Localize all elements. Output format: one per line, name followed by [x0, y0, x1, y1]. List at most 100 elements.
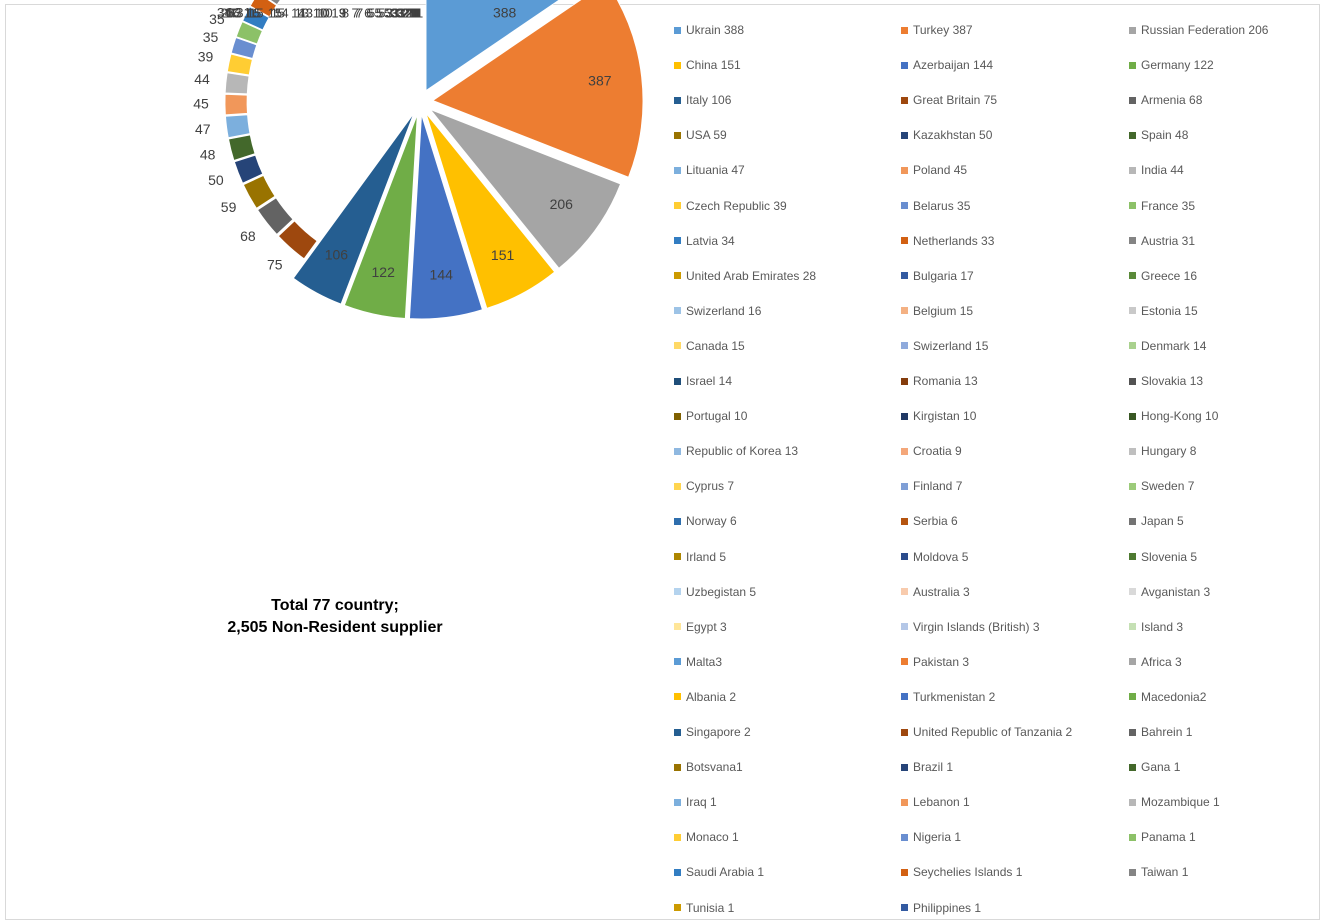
slice-value-label: 7 [354, 5, 361, 20]
legend-item: Turkmenistan 2 [901, 688, 995, 706]
slice-value-label: 28 [221, 5, 235, 20]
legend-item: China 151 [674, 56, 741, 74]
legend-swatch [674, 658, 681, 666]
legend-label: India 44 [1141, 163, 1184, 178]
slice-value-label: 33 [226, 5, 242, 21]
legend-label: Australia 3 [913, 584, 970, 599]
slice-value-label: 75 [267, 257, 283, 273]
slice-value-label: 3 [390, 5, 397, 20]
slice-value-label: 3 [391, 5, 398, 20]
legend-swatch [901, 202, 908, 209]
legend-swatch [674, 447, 681, 455]
pie-slice [242, 6, 270, 31]
slice-value-label: 387 [588, 72, 612, 88]
slice-value-label: 13 [295, 5, 309, 20]
slice-value-label: 144 [430, 266, 454, 282]
slice-value-label: 10 [318, 5, 332, 20]
slice-value-label: 10 [313, 5, 327, 20]
legend-label: Ukrain 388 [686, 23, 745, 37]
legend-swatch [1129, 728, 1136, 736]
legend-item: Sweden 7 [1129, 477, 1194, 495]
slice-value-label: 1 [411, 5, 418, 20]
legend-label: Bahrein 1 [1141, 725, 1193, 739]
pie-chart: 3883872061511441221067568595048474544393… [193, 0, 644, 320]
legend-item: Mozambique 1 [1129, 793, 1220, 811]
legend-label: Gana 1 [1141, 760, 1181, 775]
legend-label: Denmark 14 [1141, 338, 1207, 353]
legend-item: Singapore 2 [674, 723, 751, 741]
pie-slice [225, 114, 251, 139]
legend-label: Kirgistan 10 [913, 409, 977, 424]
legend-item: Panama 1 [1129, 828, 1196, 846]
legend-swatch [674, 26, 681, 34]
legend-label: Monaco 1 [686, 830, 739, 845]
slice-value-label: 5 [384, 5, 391, 20]
legend-item: Irland 5 [674, 548, 726, 566]
legend-item: Seychelies Islands 1 [901, 863, 1022, 881]
legend-swatch [901, 763, 908, 771]
legend-item: Avganistan 3 [1129, 583, 1210, 601]
legend-label: Philippines 1 [913, 900, 982, 915]
legend-item: United Republic of Tanzania 2 [901, 723, 1072, 741]
legend-swatch [674, 623, 681, 631]
legend-item: Czech Republic 39 [674, 197, 787, 215]
legend-item: Tunisia 1 [674, 899, 734, 917]
legend-label: Turkey 387 [913, 23, 973, 37]
legend-item: Lebanon 1 [901, 793, 970, 811]
legend-item: Cyprus 7 [674, 477, 734, 495]
legend-label: Italy 106 [686, 93, 732, 108]
legend-item: Saudi Arabia 1 [674, 863, 764, 881]
slice-value-label: 31 [236, 5, 252, 21]
legend-label: Greece 16 [1141, 268, 1198, 283]
legend-item: Uzbegistan 5 [674, 583, 756, 601]
legend-swatch [901, 868, 908, 876]
legend-item: Virgin Islands (British) 3 [901, 618, 1040, 636]
legend-label: Canada 15 [686, 338, 745, 353]
slice-value-label: 16 [225, 5, 239, 20]
slice-value-label: 50 [208, 172, 224, 188]
pie-slice [224, 72, 250, 95]
pie-slice [257, 197, 294, 235]
legend-label: Bulgaria 17 [913, 268, 974, 283]
slice-value-label: 35 [209, 11, 225, 27]
slice-value-label: 8 [342, 5, 349, 20]
slice-value-label: 44 [194, 71, 210, 87]
chart-frame [5, 4, 1320, 920]
slice-value-label: 151 [491, 247, 515, 263]
pie-slice [409, 114, 483, 320]
legend-item: United Arab Emirates 28 [674, 267, 816, 285]
legend-swatch [901, 61, 908, 69]
legend-swatch [1129, 833, 1136, 841]
legend-item: Armenia 68 [1129, 91, 1202, 109]
slice-value-label: 1 [412, 5, 419, 20]
legend-label: Botsvana1 [686, 760, 743, 775]
legend-swatch [1129, 482, 1136, 490]
legend-swatch [1129, 658, 1136, 666]
legend-swatch [901, 693, 908, 701]
slice-value-label: 1 [410, 5, 417, 20]
legend-label: United Republic of Tanzania 2 [913, 725, 1073, 739]
caption-line-2: 2,505 Non-Resident supplier [227, 619, 443, 636]
pie-slice [432, 0, 644, 178]
slice-value-label: 122 [372, 264, 396, 280]
legend-item: Nigeria 1 [901, 828, 961, 846]
slice-value-label: 1 [413, 5, 420, 20]
legend-label: Africa 3 [1141, 654, 1182, 669]
slice-value-label: 15 [247, 5, 261, 20]
slice-value-label: 7 [351, 5, 358, 20]
legend-item: Bahrein 1 [1129, 723, 1192, 741]
slice-value-label: 3 [392, 5, 399, 20]
legend-item: Brazil 1 [901, 758, 953, 776]
slice-value-label: 15 [249, 5, 263, 20]
legend-item: Botsvana1 [674, 758, 743, 776]
legend-item: Japan 5 [1129, 512, 1184, 530]
legend-swatch [901, 342, 908, 350]
legend-swatch [674, 307, 681, 315]
slice-value-label: 59 [221, 199, 237, 215]
slice-value-label: 68 [240, 228, 256, 244]
legend-swatch [1129, 166, 1136, 174]
legend-item: France 35 [1129, 197, 1195, 215]
legend-label: Israel 14 [686, 374, 733, 388]
slice-value-label: 3 [397, 5, 404, 20]
legend-swatch [901, 658, 908, 666]
